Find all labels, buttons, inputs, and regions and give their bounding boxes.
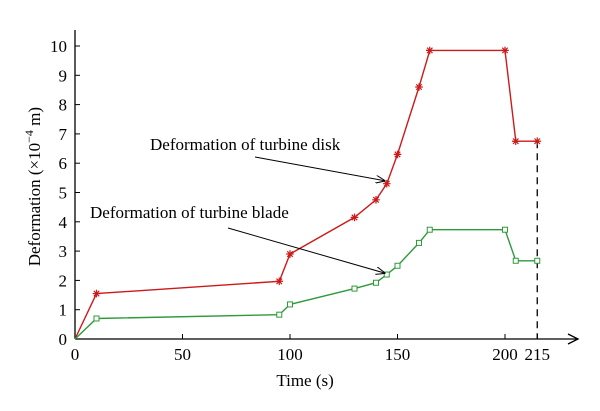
- series-disk-point: [372, 196, 380, 204]
- y-tick-label: 9: [59, 66, 68, 85]
- x-tick-label: 200: [492, 345, 518, 364]
- x-tick-label: 0: [71, 345, 80, 364]
- annotation-disk-arrow: [254, 156, 385, 181]
- series-disk-point: [533, 137, 542, 146]
- x-tick-label: 100: [277, 345, 303, 364]
- series-blade-point: [93, 315, 100, 322]
- y-axis-label-unit: m): [25, 107, 44, 130]
- y-tick-label: 6: [59, 154, 68, 173]
- y-tick-label: 5: [59, 184, 68, 203]
- x-tick-label: 215: [525, 345, 551, 364]
- series-disk-point: [382, 179, 391, 188]
- series-disk-point: [286, 250, 294, 258]
- series-disk-point: [350, 213, 359, 222]
- series-disk-line: [74, 49, 538, 340]
- y-axis-label-main: Deformation (×10: [25, 143, 44, 266]
- x-tick-label: 150: [385, 345, 411, 364]
- x-axis-arrow: [567, 333, 580, 345]
- series-blade-point: [416, 239, 422, 246]
- series-blade-point: [383, 271, 390, 278]
- series-disk-point: [415, 83, 423, 91]
- series-blade-line: [74, 228, 538, 340]
- series-disk-point: [511, 137, 520, 146]
- series-disk-point: [92, 289, 101, 298]
- y-tick-label: 0: [59, 330, 68, 349]
- y-axis-label-exponent: −4: [22, 130, 36, 143]
- annotation-disk-label: Deformation of turbine disk: [150, 135, 341, 154]
- annotations: Deformation of turbine disk Deformation o…: [90, 135, 385, 273]
- series-blade-point: [534, 257, 541, 264]
- series-disk-point: [275, 277, 284, 286]
- y-ticks: 0 1 2 3 4 5 6 7 8 9 10: [50, 37, 80, 349]
- series-disk-point: [501, 46, 509, 55]
- series-blade: [74, 226, 541, 340]
- series-blade-point: [502, 226, 508, 233]
- x-ticks: 0 50 100 150 200 215: [71, 334, 550, 364]
- series-blade-point: [426, 226, 433, 233]
- y-tick-label: 7: [59, 125, 68, 144]
- plot-series: [74, 46, 542, 340]
- annotation-blade-arrow: [227, 227, 385, 273]
- series-disk: [74, 46, 542, 340]
- x-axis-label: Time (s): [276, 371, 333, 390]
- annotation-blade-label: Deformation of turbine blade: [90, 203, 289, 222]
- axes: 0 1 2 3 4 5 6 7 8 9 10 0 50 100 150 200 215: [50, 30, 580, 364]
- x-tick-label: 50: [174, 345, 191, 364]
- y-axis-label: Deformation (×10−4 m): [22, 107, 44, 266]
- series-blade-point: [276, 311, 283, 318]
- y-tick-label: 8: [59, 96, 68, 115]
- y-tick-label: 4: [59, 213, 68, 232]
- series-disk-point: [425, 46, 434, 55]
- y-tick-label: 10: [50, 37, 67, 56]
- series-blade-point: [512, 257, 519, 264]
- y-tick-label: 3: [59, 242, 68, 261]
- series-blade-point: [351, 285, 358, 292]
- series-blade-point: [373, 279, 379, 286]
- series-blade-point: [287, 301, 293, 308]
- y-tick-label: 1: [59, 301, 68, 320]
- series-disk-point: [393, 150, 402, 159]
- y-tick-label: 2: [59, 271, 68, 290]
- series-blade-point: [394, 262, 401, 269]
